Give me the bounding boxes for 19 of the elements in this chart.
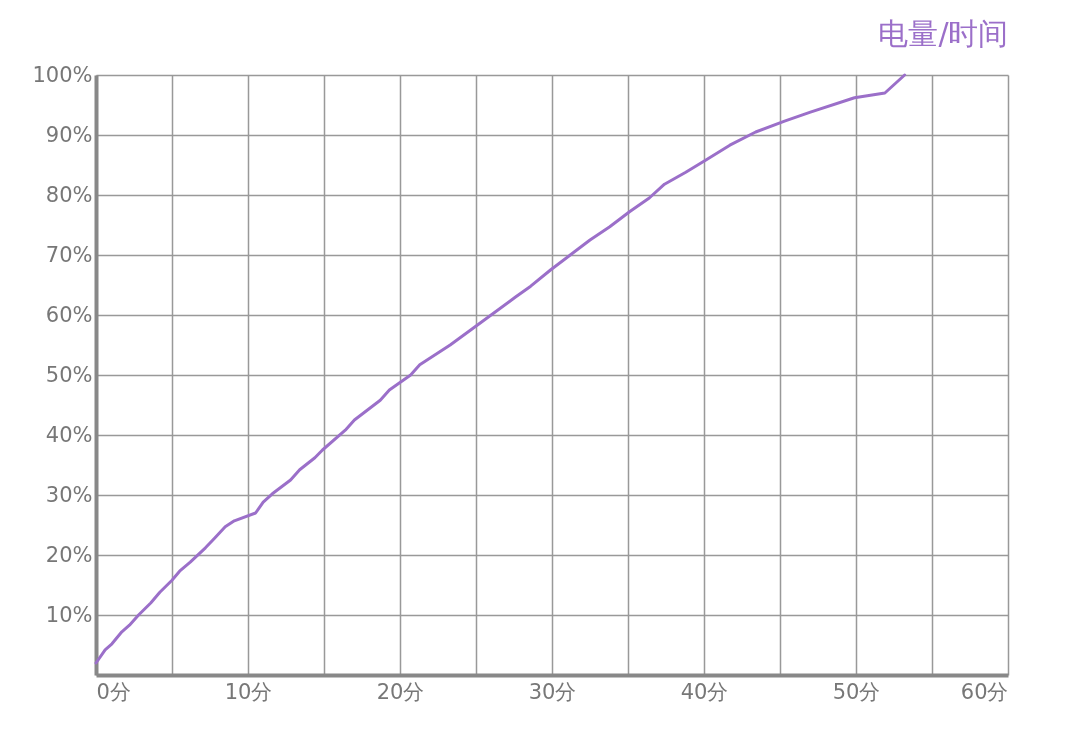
y-tick-label: 90% (45, 122, 93, 147)
x-tick-label: 0分 (96, 679, 131, 704)
y-tick-label: 20% (45, 542, 93, 567)
y-tick-label: 40% (45, 422, 93, 447)
y-tick-label: 50% (45, 362, 93, 387)
x-tick-label: 10分 (224, 679, 273, 704)
x-tick-label: 60分 (960, 679, 1009, 704)
x-tick-label: 30分 (528, 679, 577, 704)
y-tick-label: 10% (45, 602, 93, 627)
chart-title: 电量/时间 (878, 16, 1009, 51)
x-tick-label: 40分 (680, 679, 729, 704)
line-series (94, 73, 907, 665)
y-tick-label: 100% (32, 62, 93, 87)
y-tick-label: 80% (45, 182, 93, 207)
x-tick-label: 20分 (376, 679, 425, 704)
y-tick-label: 30% (45, 482, 93, 507)
y-tick-label: 60% (45, 302, 93, 327)
y-tick-label: 70% (45, 242, 93, 267)
x-tick-label: 50分 (832, 679, 881, 704)
